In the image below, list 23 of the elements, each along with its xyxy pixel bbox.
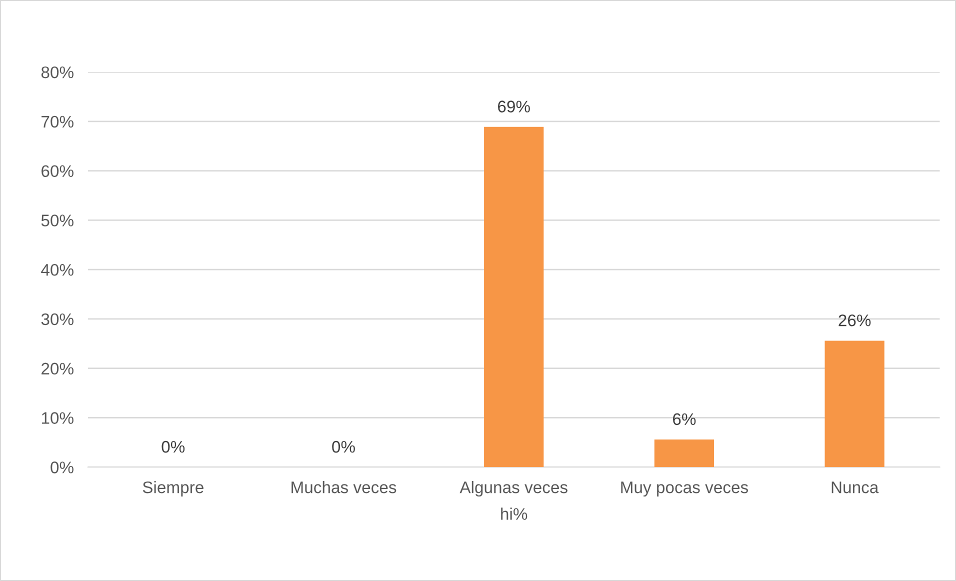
y-tick-label: 50%	[41, 214, 74, 226]
y-tick-label: 30%	[41, 313, 74, 326]
y-tick-label: 0%	[50, 462, 74, 474]
y-tick-label: 80%	[41, 66, 74, 78]
data-label: 0%	[162, 440, 185, 453]
x-tick-label: Algunas veces	[460, 481, 568, 497]
bar	[484, 126, 544, 468]
y-tick-label: 10%	[42, 412, 74, 424]
bar	[824, 340, 884, 468]
x-tick-label: Muy pocas veces	[621, 482, 748, 497]
bar	[654, 439, 714, 468]
y-tick-label: 70%	[42, 116, 74, 128]
y-tick-label: 60%	[42, 165, 74, 178]
y-tick-label: 40%	[41, 264, 74, 276]
data-label: 6%	[673, 413, 696, 426]
x-tick-label: Muchas veces	[292, 481, 396, 494]
x-axis-title: hi%	[501, 508, 528, 520]
data-label: 0%	[332, 440, 355, 453]
x-tick-label: Nunca	[832, 482, 879, 494]
data-label: 69%	[498, 100, 530, 112]
y-tick-label: 20%	[42, 362, 74, 375]
x-tick-label: Siempre	[142, 481, 204, 497]
data-label: 26%	[838, 314, 871, 326]
